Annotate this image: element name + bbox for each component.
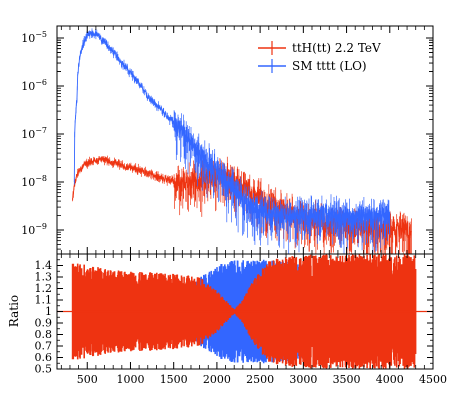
ratio-series-group [57,254,433,369]
xtick-label-6: 3500 [333,373,361,386]
main-ytick-label-2: 10−7 [21,126,47,141]
main-ytick-label-1: 10−6 [21,78,47,93]
xtick-label-0: 500 [77,373,98,386]
xtick-label-7: 4000 [376,373,404,386]
ratio-ytick-label-9: 1.4 [35,259,53,272]
main-x-ticks [60,26,434,254]
main-panel: 10−5 10−6 10−7 10−8 10−9 ttH(tt) 2.2 TeV SM … [21,25,434,255]
ratio-ytick-label-7: 1.2 [35,282,53,295]
ratio-ytick-label-6: 1.1 [35,294,53,307]
ratio-ytick-label-5: 1 [45,305,52,318]
ratio-panel: 0.50.60.70.80.911.11.21.31.4 500 1000 1500… [7,253,447,386]
xtick-label-4: 2500 [246,373,274,386]
xtick-label-5: 3000 [289,373,317,386]
ratio-y-ticks: 0.50.60.70.80.911.11.21.31.4 [35,259,433,376]
series-1-marks [73,28,391,254]
ratio-ytick-label-0: 0.5 [35,363,53,376]
ratio-x-ticks: 500 1000 1500 2000 2500 3000 3500 4000 4500 [60,254,447,386]
ratio-ytick-label-1: 0.6 [35,351,53,364]
ratio-ytick-label-4: 0.9 [35,317,53,330]
xtick-label-3: 2000 [203,373,231,386]
legend-label-sm: SM tttt (LO) [292,59,367,73]
legend: ttH(tt) 2.2 TeV SM tttt (LO) [258,41,381,73]
main-y-ticks: 10−5 10−6 10−7 10−8 10−9 [21,30,433,250]
main-ytick-label-3: 10−8 [21,174,47,189]
ratio-ytick-label-3: 0.8 [35,328,53,341]
series-1-line [73,30,391,226]
main-ytick-label-4: 10−9 [21,222,47,237]
ratio-ytick-label-2: 0.7 [35,340,53,353]
legend-label-tth: ttH(tt) 2.2 TeV [292,41,381,55]
xtick-label-2: 1500 [160,373,188,386]
xtick-label-8: 4500 [419,373,447,386]
main-series-group [72,28,412,254]
xtick-label-1: 1000 [116,373,144,386]
ratio-axis-title: Ratio [7,295,21,327]
main-ytick-label-0: 10−5 [21,30,47,45]
ratio-ytick-label-8: 1.3 [35,271,53,284]
